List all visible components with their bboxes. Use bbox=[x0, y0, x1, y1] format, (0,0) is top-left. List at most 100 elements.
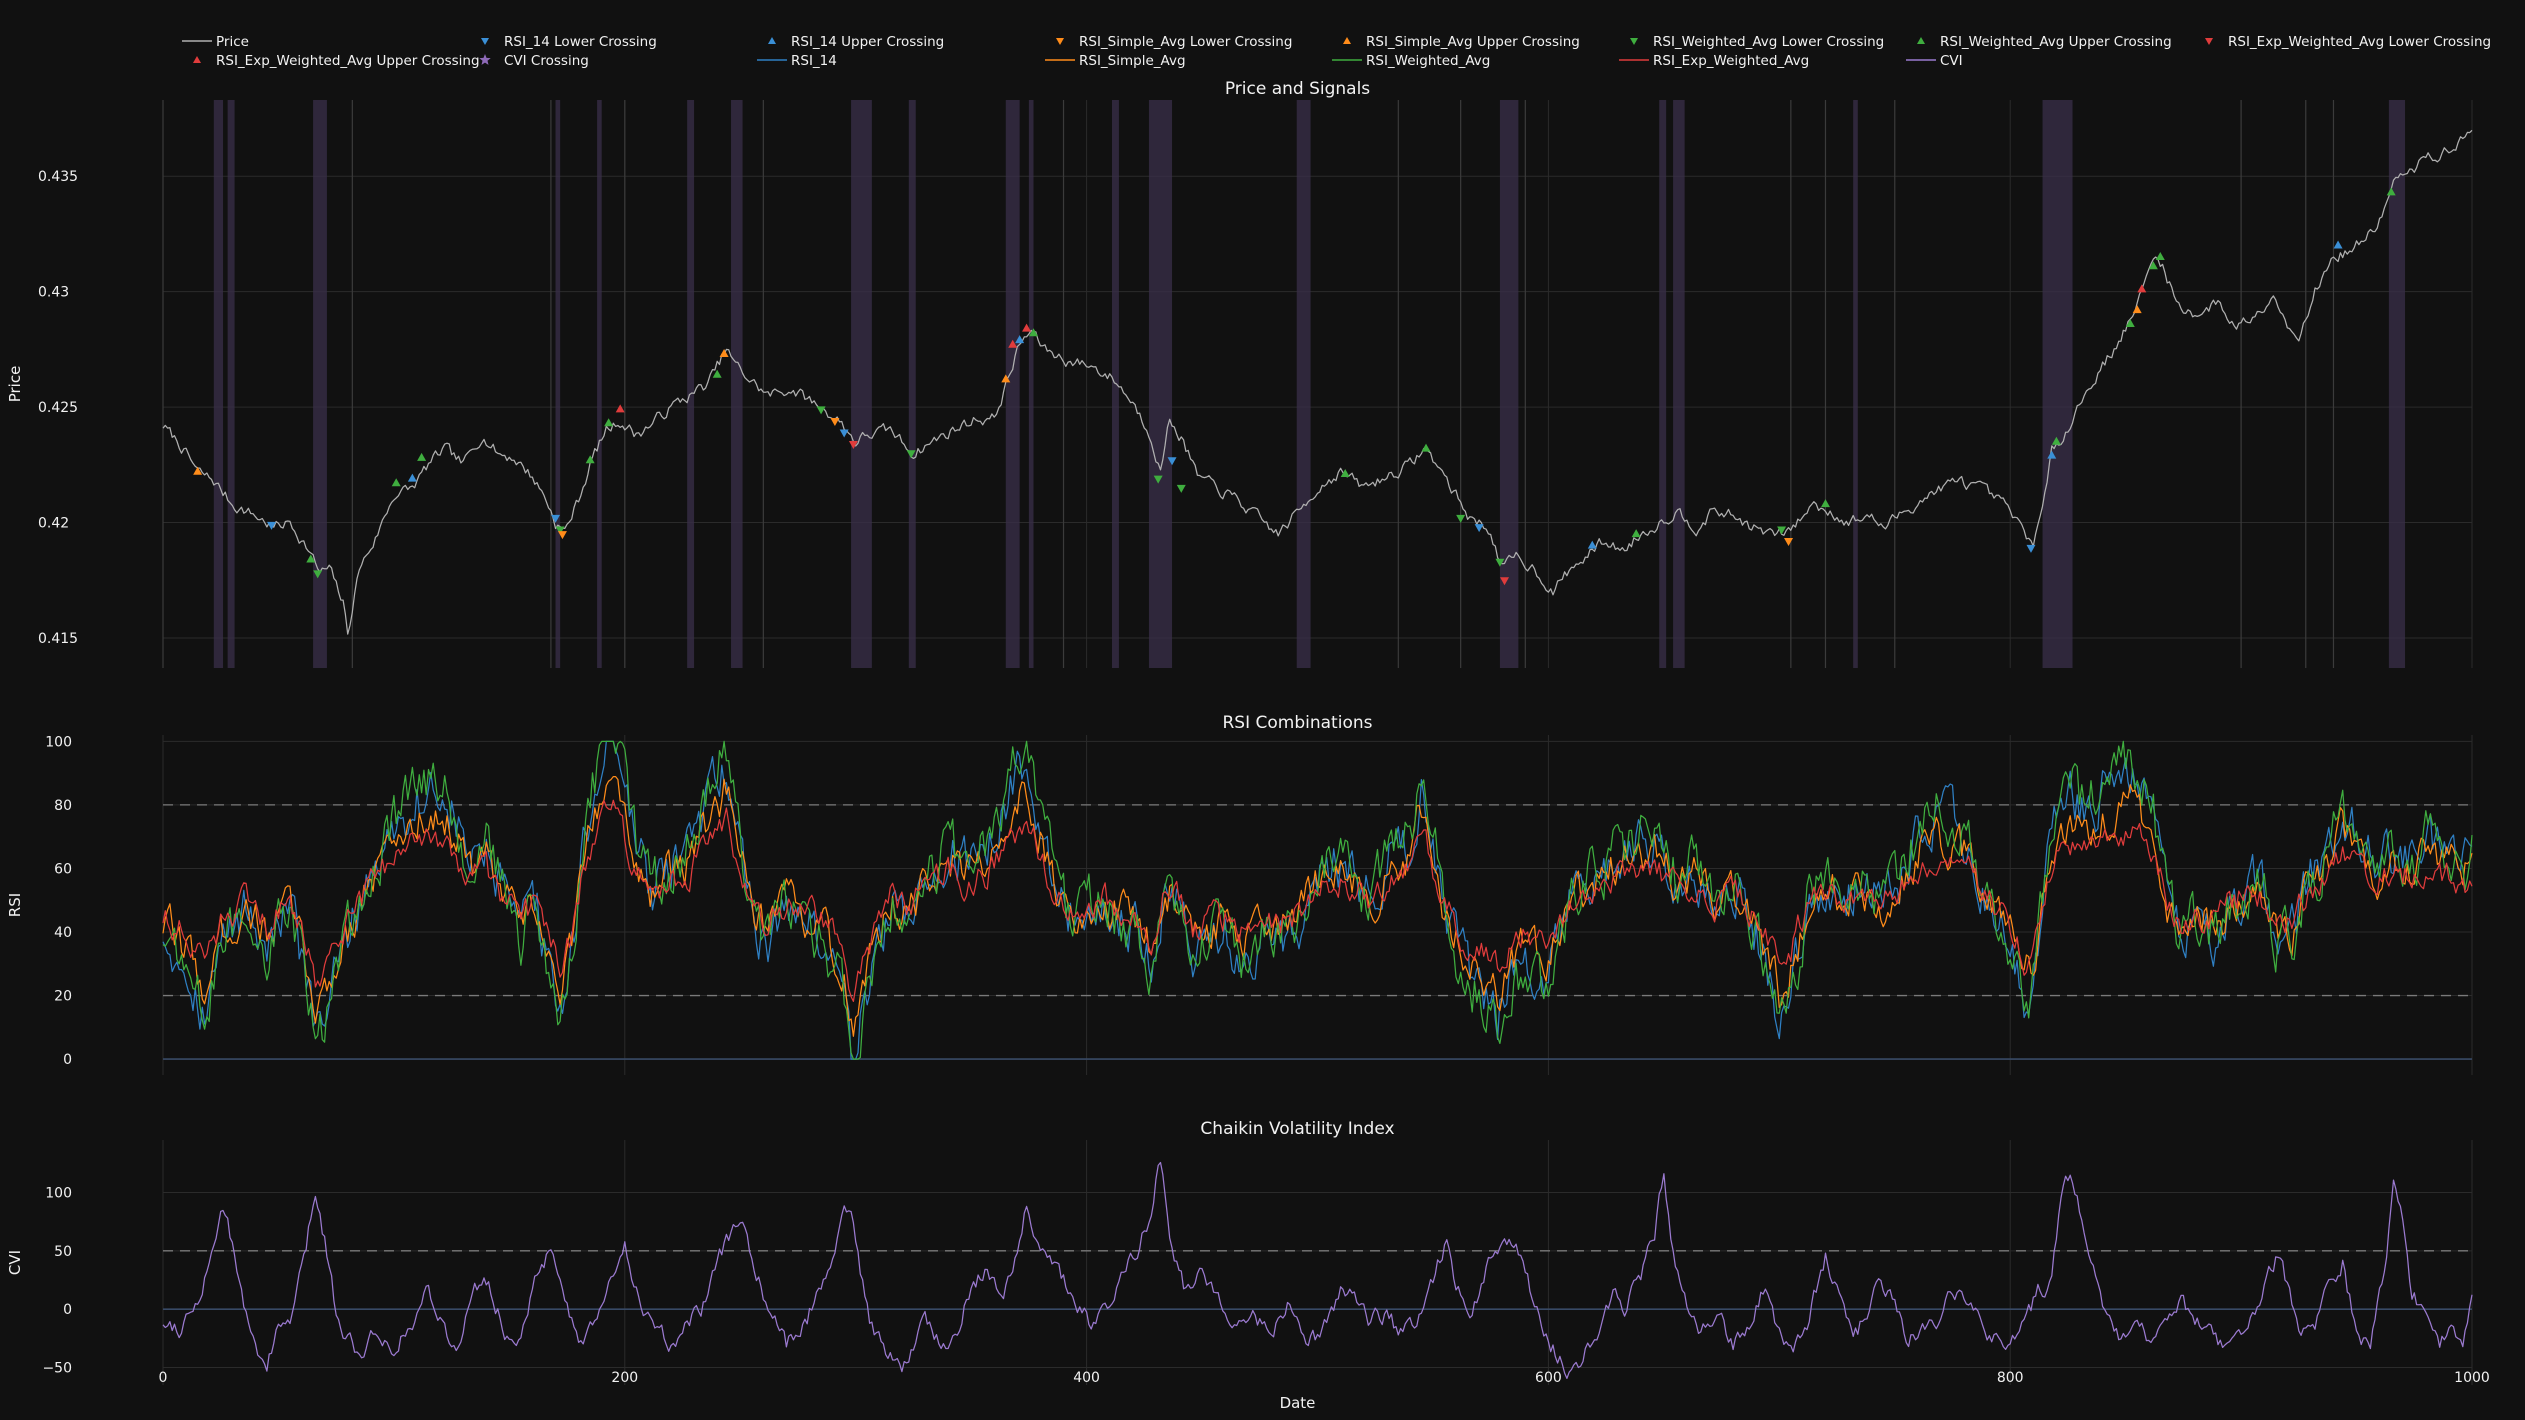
y-tick-label: 20 bbox=[54, 989, 72, 1005]
panel-rsi: RSI Combinations RSI 0 20 40 60 80 100 bbox=[6, 713, 2473, 1075]
signal-marker-up[interactable] bbox=[2047, 450, 2057, 459]
signal-marker-down[interactable] bbox=[267, 521, 277, 530]
legend-item-rsi-weighted-avg[interactable]: RSI_Weighted_Avg bbox=[1332, 53, 1490, 69]
legend-label: RSI_Simple_Avg Upper Crossing bbox=[1366, 34, 1580, 50]
signal-marker-up[interactable] bbox=[719, 348, 729, 357]
signal-marker-up[interactable] bbox=[604, 418, 614, 427]
signal-marker-down[interactable] bbox=[551, 514, 561, 523]
y-axis-title: Price bbox=[6, 366, 24, 403]
y-tick-label: −50 bbox=[42, 1361, 72, 1377]
signal-marker-down[interactable] bbox=[2026, 544, 2036, 553]
highlight-region bbox=[1499, 100, 1519, 668]
signal-marker-up[interactable] bbox=[1015, 335, 1025, 344]
signal-marker-down[interactable] bbox=[816, 406, 826, 415]
signal-marker-down[interactable] bbox=[1167, 457, 1177, 466]
y-tick-label: 0 bbox=[63, 1052, 72, 1068]
x-axis-title: Date bbox=[1280, 1394, 1316, 1412]
highlight-region bbox=[1028, 100, 1034, 668]
legend-item-rsi-weighted-avg-lower-crossing[interactable]: RSI_Weighted_Avg Lower Crossing bbox=[1630, 34, 1884, 50]
signal-marker-up[interactable] bbox=[2125, 318, 2135, 327]
legend-item-rsi-exp-weighted-avg-lower-crossing[interactable]: RSI_Exp_Weighted_Avg Lower Crossing bbox=[2205, 34, 2491, 50]
signal-marker-up[interactable] bbox=[1587, 540, 1597, 549]
signal-marker-up[interactable] bbox=[1001, 374, 1011, 383]
signal-marker-down[interactable] bbox=[555, 526, 565, 535]
signal-marker-up[interactable] bbox=[407, 473, 417, 482]
signal-marker-down[interactable] bbox=[830, 417, 840, 426]
signal-marker-down[interactable] bbox=[1784, 538, 1794, 547]
legend-label: RSI_Simple_Avg Lower Crossing bbox=[1079, 34, 1292, 50]
legend-item-rsi-weighted-avg-upper-crossing[interactable]: RSI_Weighted_Avg Upper Crossing bbox=[1917, 34, 2172, 50]
signal-marker-up[interactable] bbox=[1022, 323, 1032, 332]
legend-item-rsi-14-lower-crossing[interactable]: RSI_14 Lower Crossing bbox=[481, 34, 657, 50]
legend-item-rsi-simple-avg-upper-crossing[interactable]: RSI_Simple_Avg Upper Crossing bbox=[1343, 34, 1580, 50]
legend-item-rsi-exp-weighted-avg-upper-crossing[interactable]: RSI_Exp_Weighted_Avg Upper Crossing bbox=[193, 53, 480, 69]
legend-item-rsi-14[interactable]: RSI_14 bbox=[757, 53, 837, 69]
signal-marker-up[interactable] bbox=[193, 466, 203, 475]
legend-item-rsi-14-upper-crossing[interactable]: RSI_14 Upper Crossing bbox=[768, 34, 944, 50]
legend-triangle-up-icon bbox=[1343, 37, 1351, 44]
y-axis-title: CVI bbox=[6, 1250, 24, 1275]
panel-price: Price and Signals Price 0.415 0.42 0.425 0.43… bbox=[6, 79, 2473, 668]
signal-marker-down[interactable] bbox=[1500, 577, 1510, 586]
legend-label: RSI_Exp_Weighted_Avg Upper Crossing bbox=[216, 53, 480, 69]
signal-marker-up[interactable] bbox=[391, 478, 401, 487]
signal-marker-up[interactable] bbox=[2132, 305, 2142, 314]
legend-triangle-up-icon bbox=[768, 37, 776, 44]
signal-marker-up[interactable] bbox=[2137, 284, 2147, 293]
signal-marker-up[interactable] bbox=[2148, 261, 2158, 270]
signal-marker-up[interactable] bbox=[417, 452, 427, 461]
y-tick-label: 60 bbox=[54, 861, 72, 877]
signal-marker-up[interactable] bbox=[1340, 469, 1350, 478]
signal-marker-up[interactable] bbox=[1421, 443, 1431, 452]
legend-item-price[interactable]: Price bbox=[182, 34, 249, 50]
highlight-region bbox=[2388, 100, 2406, 668]
series-line-rsi-simple-avg bbox=[162, 775, 2473, 1037]
legend-item-rsi-simple-avg-lower-crossing[interactable]: RSI_Simple_Avg Lower Crossing bbox=[1056, 34, 1292, 50]
legend-item-rsi-exp-weighted-avg[interactable]: RSI_Exp_Weighted_Avg bbox=[1619, 53, 1809, 69]
signal-marker-up[interactable] bbox=[1820, 499, 1830, 508]
signal-marker-up[interactable] bbox=[2386, 187, 2396, 196]
legend-triangle-up-icon bbox=[193, 56, 201, 63]
y-tick-label: 40 bbox=[54, 925, 72, 941]
signal-marker-down[interactable] bbox=[1176, 484, 1186, 493]
y-tick-label: 100 bbox=[45, 1186, 72, 1202]
legend-item-cvi[interactable]: CVI bbox=[1906, 53, 1963, 69]
signal-marker-down[interactable] bbox=[557, 531, 567, 540]
series-line-rsi-weighted-avg bbox=[162, 740, 2473, 1060]
signal-marker-up[interactable] bbox=[2333, 240, 2343, 249]
legend-item-cvi-crossing[interactable]: CVI Crossing bbox=[479, 53, 589, 69]
y-tick-label: 0.425 bbox=[38, 400, 78, 416]
signal-marker-up[interactable] bbox=[2051, 436, 2061, 445]
signal-marker-up[interactable] bbox=[1028, 328, 1038, 337]
signal-marker-down[interactable] bbox=[906, 450, 916, 459]
signal-marker-down[interactable] bbox=[313, 570, 323, 579]
signal-marker-down[interactable] bbox=[1456, 514, 1466, 523]
signal-marker-up[interactable] bbox=[712, 369, 722, 378]
signal-marker-down[interactable] bbox=[839, 429, 849, 438]
signal-marker-up[interactable] bbox=[615, 404, 625, 413]
y-tick-label: 0.435 bbox=[38, 169, 78, 185]
legend-label: RSI_Weighted_Avg Lower Crossing bbox=[1653, 34, 1884, 50]
legend-label: Price bbox=[216, 34, 249, 50]
signal-marker-down[interactable] bbox=[1495, 558, 1505, 567]
legend[interactable]: Price RSI_14 Lower Crossing RSI_14 Upper C… bbox=[182, 34, 2491, 69]
x-tick-label: 0 bbox=[159, 1370, 168, 1386]
legend-label: RSI_Simple_Avg bbox=[1079, 53, 1186, 69]
y-tick-label: 0 bbox=[63, 1302, 72, 1318]
signal-marker-down[interactable] bbox=[1474, 524, 1484, 533]
signal-marker-down[interactable] bbox=[1777, 526, 1787, 535]
legend-triangle-down-icon bbox=[2205, 38, 2213, 45]
signal-marker-down[interactable] bbox=[848, 441, 858, 450]
legend-label: RSI_Exp_Weighted_Avg bbox=[1653, 53, 1809, 69]
y-tick-label: 50 bbox=[54, 1244, 72, 1260]
signal-marker-up[interactable] bbox=[1008, 339, 1018, 348]
legend-item-rsi-simple-avg[interactable]: RSI_Simple_Avg bbox=[1045, 53, 1186, 69]
signal-marker-up[interactable] bbox=[2155, 252, 2165, 261]
legend-triangle-down-icon bbox=[1056, 38, 1064, 45]
signal-marker-down[interactable] bbox=[1153, 475, 1163, 484]
series-line-cvi bbox=[162, 1161, 2473, 1380]
signal-marker-up[interactable] bbox=[306, 554, 316, 563]
signal-marker-up[interactable] bbox=[1631, 529, 1641, 538]
signal-marker-up[interactable] bbox=[585, 455, 595, 464]
legend-label: CVI Crossing bbox=[504, 53, 589, 69]
